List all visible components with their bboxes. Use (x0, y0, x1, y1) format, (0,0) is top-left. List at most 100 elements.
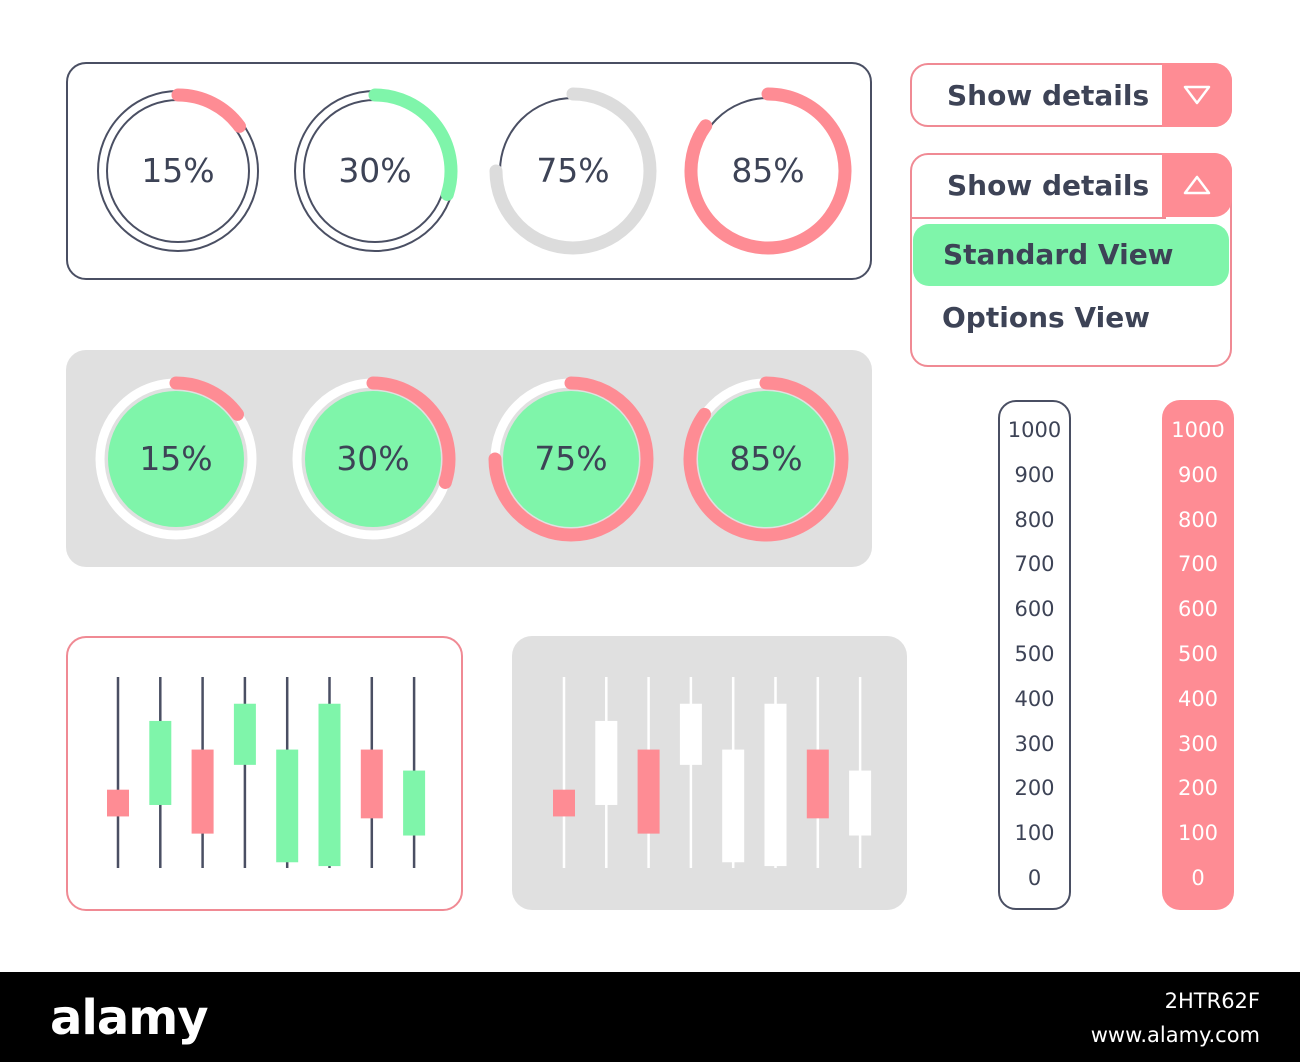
scale-tick-label: 200 (1014, 776, 1055, 801)
candle-body (149, 720, 172, 805)
scale-tick-label: 0 (1027, 866, 1042, 890)
outline-ring-2: 30% (290, 86, 460, 256)
footer-logo: alamy (50, 990, 209, 1046)
filled-ring-2: 30% (288, 374, 458, 544)
scale-tick-label: 500 (1177, 642, 1219, 666)
scale-tick-label: 500 (1014, 642, 1055, 666)
footer-info: 2HTR62F www.alamy.com (1091, 984, 1260, 1052)
dropdown-expanded-toggle[interactable] (1162, 153, 1232, 217)
filled-ring-3-graphic (488, 376, 654, 542)
scale-tick-label: 600 (1014, 597, 1055, 622)
scale-tick-label: 0 (1191, 866, 1205, 890)
scale-filled[interactable] (1162, 400, 1234, 910)
candle-body (233, 703, 256, 765)
candles-colored-chart (107, 677, 426, 868)
dropdown-expanded: Show details Standard View Options View (910, 153, 1232, 367)
candle-body (276, 749, 299, 863)
candle-body (403, 770, 426, 836)
ring-progress-arc (368, 88, 458, 201)
candle-body (191, 749, 214, 834)
filled-ring-3-label: 75% (534, 439, 608, 478)
candles-mono-chart (553, 677, 872, 868)
candle-body (806, 749, 829, 819)
candle-body (553, 789, 575, 817)
scale-tick-label: 700 (1177, 552, 1219, 577)
scale-tick-label: 300 (1177, 731, 1219, 756)
ring-fill (305, 391, 441, 527)
option-options-view[interactable]: Options View (942, 301, 1151, 334)
filled-ring-1-label: 15% (139, 439, 213, 478)
outline-ring-3-label: 75% (536, 151, 610, 190)
candles-colored-panel (66, 636, 463, 911)
candles-mono-panel (512, 636, 907, 910)
filled-rings-panel: 15% 30% 75% 85% (66, 350, 872, 567)
triangle-down-icon (1183, 85, 1211, 105)
scale-tick-label: 200 (1177, 776, 1219, 801)
filled-ring-4-graphic (683, 376, 849, 542)
option-standard-view[interactable]: Standard View (913, 224, 1229, 286)
candle-body (360, 749, 383, 819)
scale-outline[interactable] (998, 400, 1071, 910)
scale-filled-ticks: 1000 900 800 700 600 500 400 300 200 100 0 (1162, 400, 1234, 910)
outline-ring-4: 85% (683, 86, 853, 256)
ring-progress-arc (488, 376, 654, 542)
scale-tick-label: 100 (1177, 821, 1219, 846)
scale-tick-label: 800 (1177, 507, 1219, 532)
ring-progress-arc (366, 376, 456, 489)
filled-ring-2-label: 30% (336, 439, 410, 478)
outline-ring-3: 75% (488, 86, 658, 256)
scale-tick-label: 800 (1014, 507, 1055, 532)
triangle-up-icon (1183, 175, 1211, 195)
ring-progress-arc (171, 88, 246, 133)
scale-tick-label: 1000 (1171, 418, 1225, 442)
filled-ring-4: 85% (681, 374, 851, 544)
dropdown-divider (912, 217, 1166, 219)
ring-progress-arc (489, 87, 657, 255)
scale-tick-label: 400 (1177, 686, 1219, 711)
ring-progress-arc (169, 376, 244, 421)
candle-body (595, 720, 618, 805)
filled-ring-1-graphic (95, 376, 257, 540)
ring-fill (108, 391, 244, 527)
ring-fill (698, 391, 834, 527)
candle-body (764, 703, 787, 867)
candle-body (849, 770, 872, 836)
outline-ring-1-graphic (97, 88, 259, 252)
candle-body (722, 749, 745, 863)
outline-ring-1: 15% (93, 86, 263, 256)
scale-tick-label: 700 (1014, 552, 1055, 577)
scale-tick-label: 1000 (1007, 418, 1062, 442)
scale-tick-label: 900 (1177, 462, 1219, 487)
dropdown-collapsed-toggle[interactable] (1162, 63, 1232, 127)
footer-image-id: 2HTR62F (1164, 989, 1260, 1013)
filled-ring-2-graphic (292, 376, 456, 540)
outline-rings-panel: 15% 30% 75% 85% (66, 62, 872, 280)
outline-ring-3-graphic (489, 87, 657, 255)
dropdown-collapsed[interactable]: Show details (910, 63, 1232, 127)
ring-fill (503, 391, 639, 527)
scale-tick-label: 100 (1014, 821, 1055, 846)
ring-progress-arc (684, 87, 852, 255)
scale-tick-label: 900 (1014, 462, 1055, 487)
scale-outline-ticks: 1000 900 800 700 600 500 400 300 200 100 0 (998, 400, 1071, 910)
candle-body (318, 703, 341, 867)
dropdown-expanded-title[interactable]: Show details (947, 169, 1150, 202)
candle-body (107, 789, 129, 817)
footer-site: www.alamy.com (1090, 1023, 1260, 1047)
filled-ring-1: 15% (91, 374, 261, 544)
candle-body (637, 749, 660, 834)
outline-ring-1-label: 15% (141, 151, 215, 190)
filled-ring-4-label: 85% (729, 439, 803, 478)
scale-tick-label: 400 (1014, 686, 1055, 711)
candle-body (679, 703, 702, 765)
scale-tick-label: 600 (1177, 597, 1219, 622)
footer-bar: alamy 2HTR62F www.alamy.com (0, 972, 1300, 1062)
scale-tick-label: 300 (1014, 731, 1055, 756)
outline-ring-2-graphic (294, 88, 458, 252)
dropdown-collapsed-title: Show details (947, 79, 1150, 112)
outline-ring-4-graphic (684, 87, 852, 255)
filled-ring-3: 75% (486, 374, 656, 544)
ring-progress-arc (683, 376, 849, 542)
outline-ring-4-label: 85% (731, 151, 805, 190)
outline-ring-2-label: 30% (338, 151, 412, 190)
